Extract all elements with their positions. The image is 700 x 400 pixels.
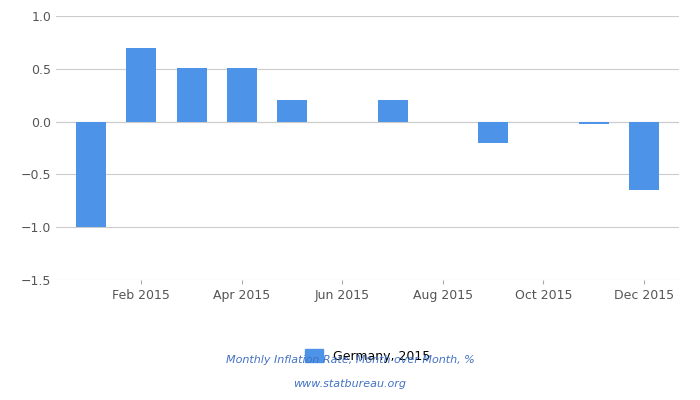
Text: www.statbureau.org: www.statbureau.org (293, 379, 407, 389)
Bar (76, 122, 106, 227)
Bar (629, 122, 659, 190)
Bar (227, 68, 257, 122)
Legend: Germany, 2015: Germany, 2015 (300, 344, 435, 368)
Text: Monthly Inflation Rate, Month over Month, %: Monthly Inflation Rate, Month over Month… (225, 355, 475, 365)
Bar (377, 100, 407, 122)
Bar (126, 48, 157, 122)
Bar (478, 122, 508, 143)
Bar (277, 100, 307, 122)
Bar (176, 68, 206, 122)
Bar (578, 122, 609, 124)
